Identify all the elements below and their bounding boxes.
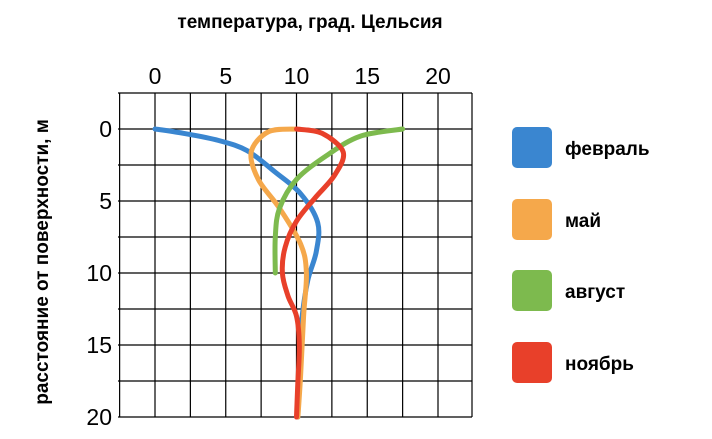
x-axis-title: температура, град. Цельсия [177,12,442,33]
x-tick-label: 0 [149,63,162,89]
legend-swatch [512,127,552,168]
legend: февраль май август ноябрь [512,127,650,383]
y-tick-label: 15 [86,332,112,358]
legend-label: ноябрь [565,354,634,375]
y-axis-title: расстояние от поверхности, м [32,119,53,405]
x-tick-label: 10 [284,63,310,89]
x-tick-label: 5 [219,63,232,89]
y-tick-label: 20 [86,404,112,430]
y-tick-label: 10 [86,260,112,286]
legend-swatch [512,270,552,311]
x-tick-label: 15 [354,63,380,89]
legend-swatch [512,342,552,383]
plot-grid [118,92,473,418]
legend-swatch [512,199,552,240]
y-tick-label: 0 [99,116,112,142]
legend-label: февраль [565,139,650,160]
series-lines [152,126,406,420]
legend-label: август [565,282,625,303]
legend-label: май [565,211,601,232]
series-line-4 [279,126,347,420]
series-line-3 [272,126,406,276]
x-tick-label: 20 [425,63,451,89]
y-tick-label: 5 [99,188,112,214]
tick-labels: 0 5 10 15 20 0 5 10 15 20 [86,63,450,430]
